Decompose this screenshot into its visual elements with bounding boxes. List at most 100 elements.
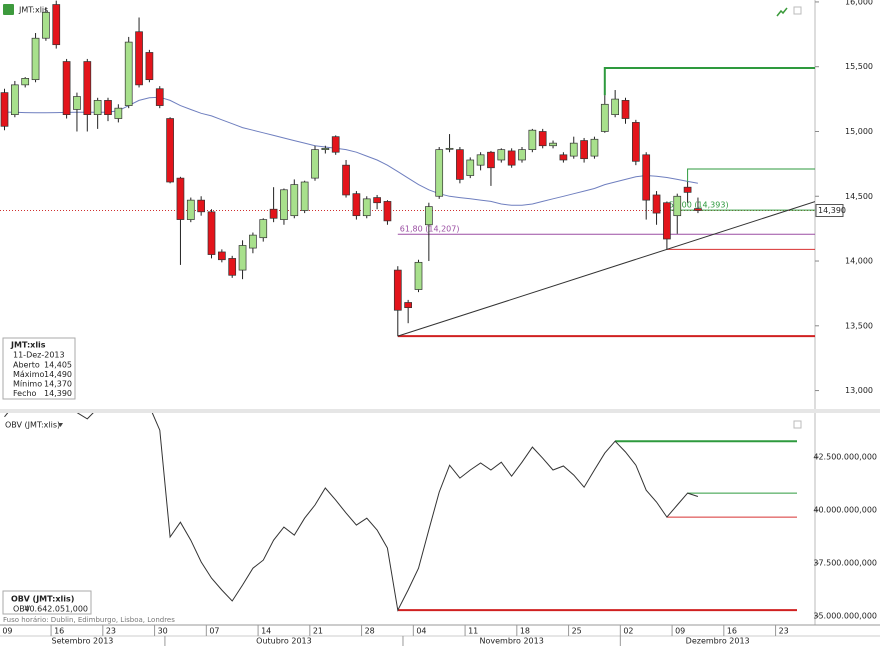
info-row-value: 14,370 [44,380,72,389]
candle-body [135,31,143,86]
timezone-footer: Fuso horário: Dublin, Edimburgo, Lisboa,… [3,616,175,624]
obv-box-frame [2,590,92,615]
candle-body [145,52,154,81]
y-tick-label: 14,000 [845,257,873,266]
obv-header[interactable]: OBV (JMT:xlis) [5,421,60,430]
y-tick-label: 14,500 [845,192,873,201]
candle-body [393,269,402,311]
candle-body [507,150,516,166]
obv-line [4,413,699,612]
x-tick-label: 04 [416,627,426,636]
candle-body [83,61,92,115]
candle-body [114,107,123,119]
candle-body [383,201,392,222]
candle-body [62,61,71,115]
candle-body [124,41,133,106]
x-tick-label: 18 [520,627,530,636]
x-tick-label: 23 [779,627,789,636]
candle-body [197,199,205,213]
month-label: Novembro 2013 [479,637,543,646]
x-tick-label: 16 [727,627,737,636]
candle-body [311,149,319,179]
candle-body [186,199,195,220]
y-tick-label: 15,500 [845,62,873,71]
candle-body [52,4,61,46]
dropdown-arrow[interactable] [58,423,63,427]
last-price-label: 14,390 [818,206,846,215]
symbol-icon[interactable] [3,4,14,15]
candle-body [249,234,257,249]
obv-box-title: OBV (JMT:xlis) [11,595,74,604]
info-row-label: Fecho [13,389,37,398]
obv-box: OBV (JMT:xlis) OBV 40.642.051,000 [2,590,92,615]
candle-body [580,140,588,160]
info-row-label: Aberto [13,361,40,370]
candle-body [673,195,682,217]
y-tick-label: 35.000.000,000 [813,612,877,621]
x-tick-label: 28 [365,627,375,636]
info-row-value: 14,490 [44,370,72,379]
candle-body [362,198,371,217]
candle-body [404,302,412,309]
candle-body [642,154,651,201]
y-tick-label: 15,000 [845,127,873,136]
y-tick-label: 40.000.000,000 [813,506,877,515]
candle-body [42,11,50,39]
candle-body [352,193,361,217]
candle-body [694,208,702,211]
candle-body [259,219,268,239]
chart-title[interactable]: JMT:xlis [18,6,48,15]
candle-body [435,149,444,197]
x-tick-label: 23 [106,627,116,636]
maximize-icon[interactable] [793,6,802,15]
candle-body [155,88,164,106]
candle-body [104,100,112,115]
candle-body [456,149,464,180]
fib-label: 50,00 (14,393) [669,201,729,210]
info-row-label: Mínimo [13,380,42,389]
panel-splitter[interactable] [0,409,880,413]
candle-body [569,142,578,157]
obv-box-value: 40.642.051,000 [24,605,88,614]
candle-body [73,96,81,110]
info-date: 11-Dez-2013 [13,351,65,360]
info-row-value: 14,390 [44,389,72,398]
maximize-icon[interactable] [793,420,802,429]
last-price-tag [815,204,844,218]
candle-body [228,258,237,276]
candle-body [518,149,526,161]
candle-body [93,100,102,115]
x-tick-label: 11 [468,627,478,636]
candle-body [290,184,299,217]
candle-body [497,149,506,161]
candle-body [238,245,247,271]
x-tick-label: 14 [261,627,271,636]
info-box-frame [2,337,76,400]
candle-body [0,92,9,127]
obv-box-label: OBV [13,605,31,614]
candle-body [549,142,557,147]
month-label: Dezembro 2013 [686,637,750,646]
fib-label: 61,80 (14,207) [400,225,460,234]
candle-body [652,194,661,214]
info-title: JMT:xlis [10,341,46,350]
trend-icon[interactable] [776,7,788,17]
x-tick-label: 09 [675,627,685,636]
candle-body [207,211,216,255]
candle-body [631,122,640,162]
candle-body [373,197,381,204]
x-tick-label: 02 [623,627,633,636]
x-tick-label: 16 [54,627,64,636]
candle-body [414,261,423,290]
candle-body [445,147,454,150]
candle-body [663,202,671,240]
candle-body [31,37,40,81]
candle-body [476,154,485,166]
candle-body [683,186,692,193]
x-tick-label: 09 [2,627,12,636]
candle-body [538,131,547,147]
candle-body [621,100,630,119]
